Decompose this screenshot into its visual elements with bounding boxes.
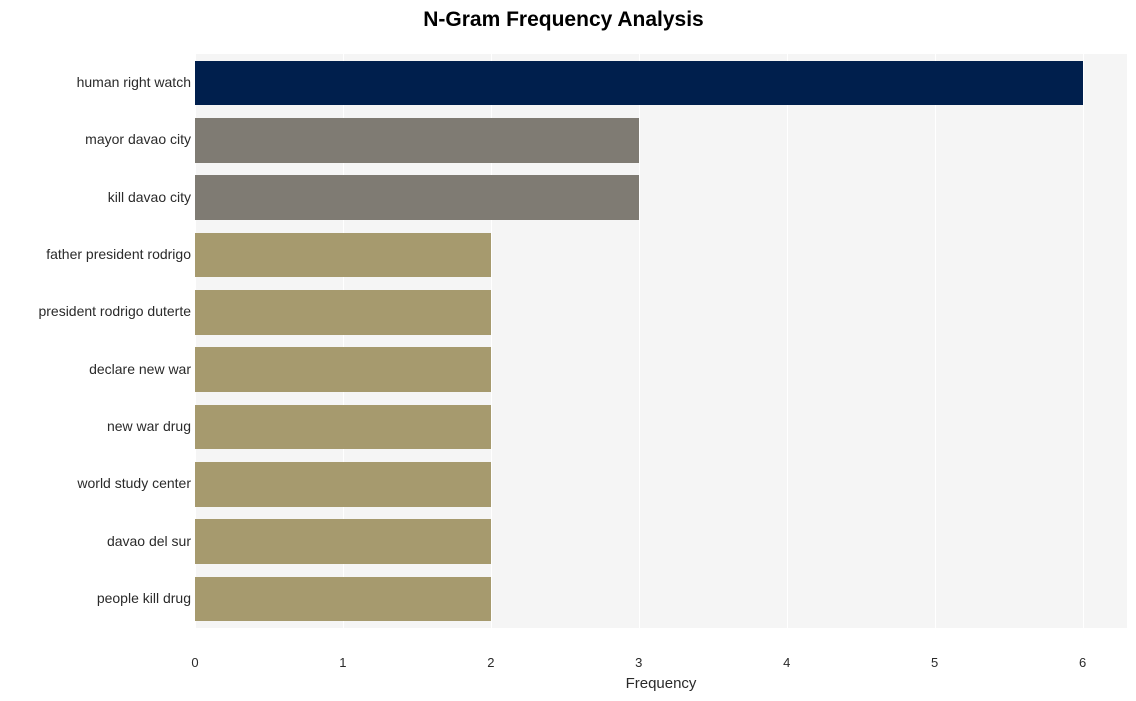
chart-x-tick-label: 1 [323, 655, 363, 670]
chart-x-tick-label: 5 [915, 655, 955, 670]
chart-bar [195, 347, 491, 392]
chart-bar [195, 462, 491, 507]
chart-x-tick-label: 2 [471, 655, 511, 670]
chart-y-tick-label: president rodrigo duterte [38, 303, 191, 319]
chart-y-tick-label: mayor davao city [85, 131, 191, 147]
chart-y-tick-label: declare new war [89, 361, 191, 377]
x-axis-label: Frequency [195, 675, 1127, 692]
chart-y-tick-label: human right watch [77, 74, 191, 90]
chart-gridline [787, 37, 788, 645]
chart-x-tick-label: 0 [175, 655, 215, 670]
chart-y-tick-label: kill davao city [108, 189, 191, 205]
chart-x-tick-label: 3 [619, 655, 659, 670]
chart-bar [195, 405, 491, 450]
chart-y-tick-label: world study center [77, 475, 191, 491]
chart-gridline [1083, 37, 1084, 645]
chart-y-tick-label: davao del sur [107, 533, 191, 549]
chart-plot-area [195, 37, 1127, 645]
chart-container: N-Gram Frequency Analysis Frequency huma… [0, 0, 1136, 701]
chart-bar [195, 118, 639, 163]
chart-bar [195, 290, 491, 335]
chart-bar [195, 61, 1083, 106]
chart-bar [195, 519, 491, 564]
chart-x-tick-label: 4 [767, 655, 807, 670]
chart-y-tick-label: people kill drug [97, 590, 191, 606]
chart-y-tick-label: new war drug [107, 418, 191, 434]
chart-gridline [639, 37, 640, 645]
chart-bar [195, 175, 639, 220]
chart-y-tick-label: father president rodrigo [46, 246, 191, 262]
chart-x-tick-label: 6 [1063, 655, 1103, 670]
chart-title: N-Gram Frequency Analysis [0, 8, 932, 32]
chart-gridline [935, 37, 936, 645]
chart-bar [195, 233, 491, 278]
chart-bar [195, 577, 491, 622]
